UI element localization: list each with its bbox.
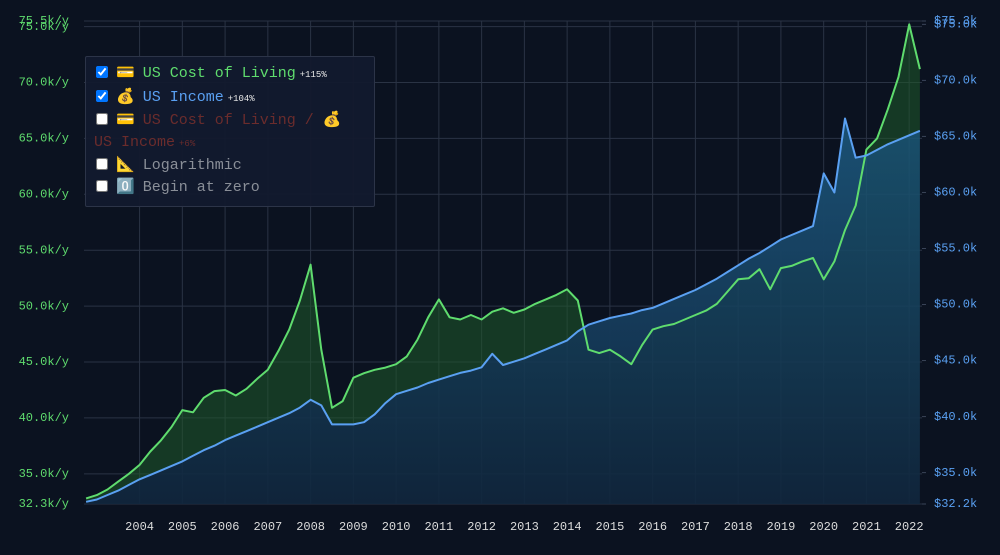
- legend-icon: 📐: [116, 157, 135, 174]
- series-line: [85, 117, 921, 503]
- y-tick-label: 60.0k/y: [19, 187, 69, 201]
- x-tick-label: 2016: [638, 520, 667, 534]
- checkbox[interactable]: [96, 179, 108, 192]
- series-line: [85, 23, 921, 500]
- x-tick-label: 2022: [895, 520, 924, 534]
- y2-tick-label: $65.0k: [934, 130, 977, 144]
- checkbox[interactable]: [96, 66, 108, 78]
- legend-icon: 💰: [116, 88, 135, 106]
- y-tick-label: 75.0k/y: [19, 20, 69, 34]
- y2-tick-label: $70.0k: [934, 74, 977, 88]
- income-area: [86, 118, 920, 504]
- legend-label: Begin at zero: [142, 178, 260, 196]
- legend-item: 💳 US Cost of Living / 💰 US Income +6%: [94, 110, 366, 155]
- legend-label: US Cost of Living / 💰 US Income: [94, 112, 342, 151]
- y-tick-label: 35.0k/y: [19, 467, 69, 481]
- legend-label: US Cost of Living: [142, 65, 296, 82]
- y-tick-label: 50.0k/y: [19, 299, 69, 313]
- x-tick-label: 2008: [296, 520, 325, 534]
- y-tick-label: 45.0k/y: [19, 355, 69, 369]
- y-tick-label: 32.3k/y: [19, 497, 69, 511]
- legend-change: +115%: [299, 70, 327, 80]
- x-tick-label: 2014: [553, 520, 582, 534]
- y2-tick-label: $60.0k: [934, 186, 977, 200]
- y2-tick-label: $40.0k: [934, 410, 977, 424]
- x-tick-label: 2013: [510, 520, 539, 534]
- legend-item: 0️⃣ Begin at zero: [94, 177, 366, 199]
- checkbox[interactable]: [96, 89, 108, 102]
- y2-tick-label: $50.0k: [934, 298, 977, 312]
- x-tick-label: 2020: [809, 520, 838, 534]
- x-tick-label: 2018: [724, 520, 753, 534]
- x-tick-label: 2007: [253, 520, 282, 534]
- legend-item: 💳 US Cost of Living +115%: [94, 63, 366, 87]
- y2-tick-label: $75.3k: [934, 14, 977, 28]
- legend-label: Logarithmic: [142, 157, 242, 174]
- y2-tick-label: $45.0k: [934, 354, 977, 368]
- y-tick-label: 55.0k/y: [19, 243, 69, 257]
- y-tick-label: 40.0k/y: [19, 411, 69, 425]
- y-tick-label: 70.0k/y: [19, 76, 69, 90]
- y2-tick-label: $35.0k: [934, 466, 977, 480]
- x-tick-label: 2004: [125, 520, 154, 534]
- legend-change: +104%: [227, 93, 255, 104]
- checkbox[interactable]: [96, 113, 108, 125]
- legend-change: +6%: [179, 138, 196, 149]
- x-tick-label: 2010: [382, 520, 411, 534]
- x-tick-label: 2009: [339, 520, 368, 534]
- y2-tick-label: $75.0k: [934, 18, 977, 32]
- y-tick-label: 65.0k/y: [19, 132, 69, 146]
- x-tick-label: 2021: [852, 520, 881, 534]
- legend-label: US Income: [142, 88, 224, 106]
- legend-item: 💰 US Income +104%: [94, 87, 366, 111]
- legend-item: 📐 Logarithmic: [94, 155, 366, 177]
- legend-icon: 0️⃣: [116, 178, 135, 196]
- x-tick-label: 2017: [681, 520, 710, 534]
- x-tick-label: 2011: [424, 520, 453, 534]
- y-tick-label: 75.5k/y: [19, 14, 69, 28]
- x-tick-label: 2012: [467, 520, 496, 534]
- legend-icon: 💳: [116, 65, 135, 82]
- y2-tick-label: $55.0k: [934, 242, 977, 256]
- x-tick-label: 2019: [767, 520, 796, 534]
- checkbox[interactable]: [96, 158, 108, 170]
- legend: 💳 US Cost of Living +115% 💰 US Income +104% 💳 U…: [85, 56, 375, 207]
- legend-icon: 💳: [116, 112, 135, 129]
- x-tick-label: 2005: [168, 520, 197, 534]
- x-tick-label: 2015: [595, 520, 624, 534]
- x-tick-label: 2006: [211, 520, 240, 534]
- y2-tick-label: $32.2k: [934, 497, 977, 511]
